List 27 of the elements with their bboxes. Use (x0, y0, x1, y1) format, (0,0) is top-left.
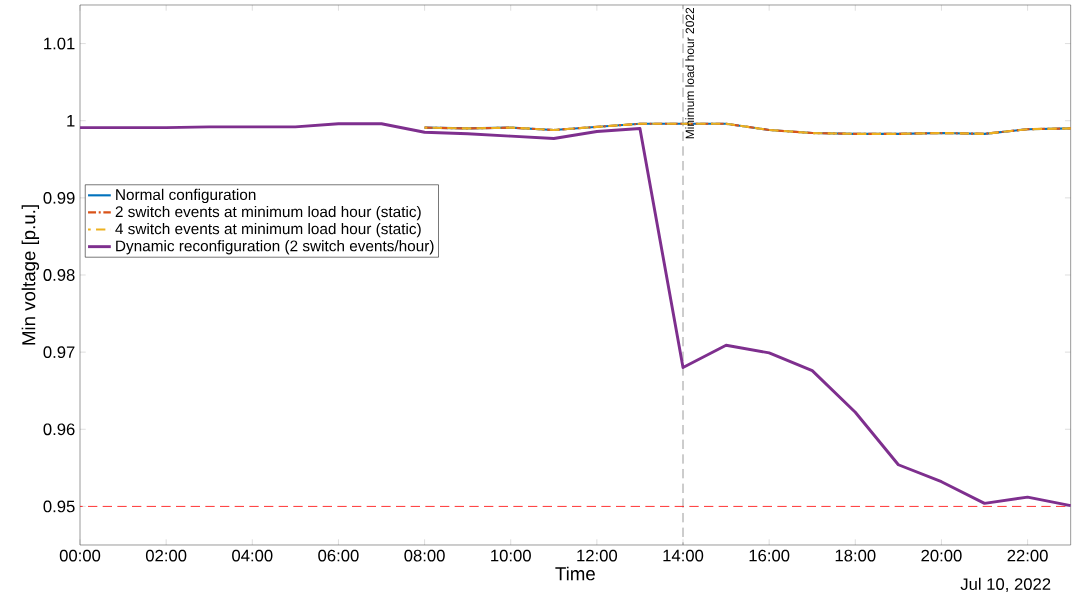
x-tick-label: 08:00 (404, 549, 445, 562)
ref-line-label: Minimum load hour 2022 (685, 7, 695, 139)
x-tick-label: 04:00 (232, 549, 273, 562)
y-tick-label: 0.99 (43, 191, 75, 204)
x-tick-label: 00:00 (59, 549, 101, 562)
y-tick-label: 0.95 (43, 500, 75, 513)
y-tick-label: 0.98 (43, 269, 75, 281)
x-tick-label: 20:00 (921, 549, 962, 562)
legend-label: Normal configuration (116, 188, 256, 204)
x-tick-label: 12:00 (577, 549, 618, 562)
legend-label: Dynamic reconfiguration (2 switch events/hour) (116, 240, 434, 255)
x-tick-label: 22:00 (1007, 549, 1048, 562)
legend-label: 2 switch events at minimum load hour (static) (115, 205, 421, 221)
x-tick-label: 06:00 (318, 549, 359, 562)
y-tick-label: 0.96 (43, 423, 75, 436)
y-tick-label: 1.01 (44, 37, 75, 50)
y-tick-label: 1 (67, 114, 75, 127)
y-axis-title: Min voltage [p.u.] (21, 205, 40, 345)
x-tick-label: 18:00 (835, 549, 876, 562)
x-axis-title: Time (555, 566, 595, 581)
x-tick-label: 16:00 (749, 549, 790, 562)
legend-label: 4 switch events at minimum load hour (static) (115, 223, 421, 238)
y-tick-label: 0.97 (43, 346, 75, 359)
x-tick-label: 10:00 (491, 549, 531, 562)
x-tick-label: 02:00 (145, 549, 187, 562)
text: Jul 10, 2022 (960, 577, 1051, 592)
x-tick-label: 14:00 (663, 549, 704, 562)
